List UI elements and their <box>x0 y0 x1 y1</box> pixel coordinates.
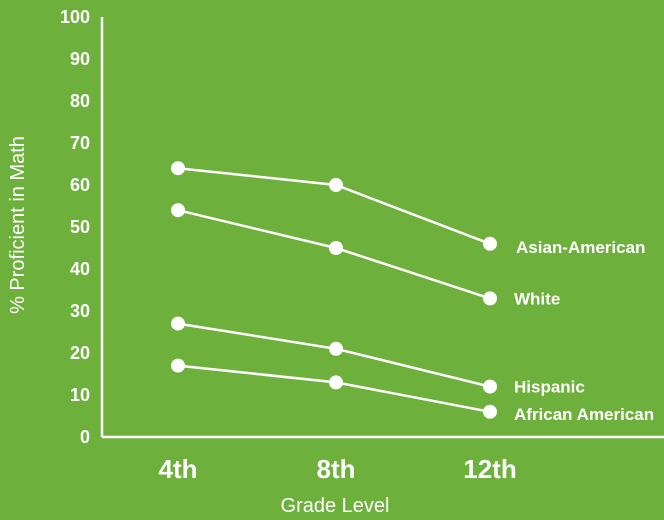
y-tick-label: 50 <box>70 217 90 237</box>
series-label: Hispanic <box>514 378 585 397</box>
x-axis: 4th 8th 12th <box>102 435 664 484</box>
data-point <box>483 404 497 419</box>
y-axis: 0 10 20 30 40 50 60 70 80 90 100 <box>60 7 104 447</box>
data-point <box>329 241 343 255</box>
data-point <box>483 291 497 306</box>
data-point <box>483 379 497 394</box>
y-tick-label: 80 <box>70 91 90 111</box>
data-point <box>171 316 185 331</box>
series: Asian-American <box>171 161 645 257</box>
x-tick-label: 8th <box>317 454 356 484</box>
x-tick-label: 4th <box>159 454 198 484</box>
series: Hispanic <box>171 316 585 397</box>
x-tick-labels: 4th 8th 12th <box>159 454 517 484</box>
data-point <box>329 178 343 192</box>
data-point <box>329 341 343 356</box>
data-point <box>483 236 497 251</box>
series-label: African American <box>514 405 654 424</box>
data-point <box>171 161 185 176</box>
y-tick-label: 10 <box>70 385 90 405</box>
series-label: White <box>514 289 560 308</box>
data-point <box>171 203 185 218</box>
series-label: Asian-American <box>516 238 645 257</box>
series: African American <box>171 358 654 424</box>
data-point <box>329 375 343 390</box>
y-tick-label: 100 <box>60 7 90 27</box>
y-tick-label: 70 <box>70 133 90 153</box>
data-point <box>171 358 185 373</box>
y-tick-label: 60 <box>70 175 90 195</box>
y-axis-title: % Proficient in Math <box>7 136 29 314</box>
y-tick-label: 90 <box>70 49 90 69</box>
y-tick-label: 40 <box>70 259 90 279</box>
x-axis-title: Grade Level <box>281 495 390 517</box>
series-group: Asian-American White Hispanic African Ameri… <box>171 161 654 424</box>
x-tick-label: 12th <box>463 454 516 484</box>
y-tick-labels: 0 10 20 30 40 50 60 70 80 90 100 <box>60 7 90 447</box>
y-tick-label: 20 <box>70 343 90 363</box>
series: White <box>171 203 560 308</box>
y-tick-label: 0 <box>80 427 90 447</box>
y-tick-label: 30 <box>70 301 90 321</box>
